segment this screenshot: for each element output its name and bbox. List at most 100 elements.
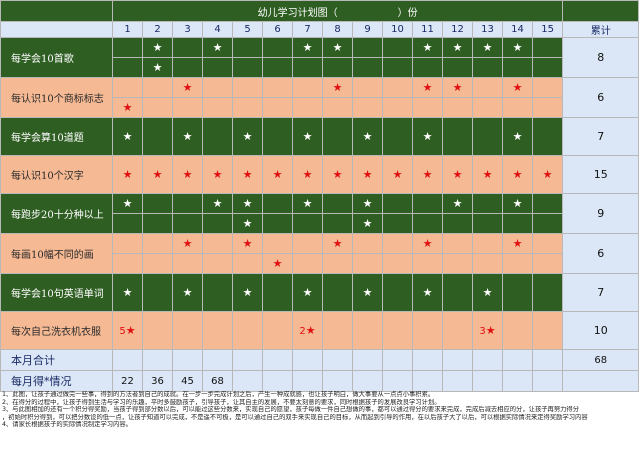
day-cell[interactable] xyxy=(382,273,413,312)
day-cell[interactable]: ★ xyxy=(292,37,323,58)
day-cell[interactable]: ★ xyxy=(352,155,383,194)
day-cell[interactable]: 3★ xyxy=(472,311,503,350)
day-cell[interactable]: ★ xyxy=(502,77,533,98)
day-cell[interactable]: ★ xyxy=(531,155,564,194)
day-cell[interactable]: ★ xyxy=(412,117,443,156)
day-cell[interactable]: ★ xyxy=(442,77,473,98)
day-cell[interactable] xyxy=(142,77,173,98)
day-cell[interactable] xyxy=(322,273,353,312)
day-cell[interactable] xyxy=(382,117,413,156)
day-cell[interactable] xyxy=(531,57,564,78)
day-cell[interactable] xyxy=(352,253,383,274)
day-cell[interactable] xyxy=(142,311,173,350)
day-cell[interactable] xyxy=(262,97,293,118)
day-cell[interactable] xyxy=(382,253,413,274)
day-cell[interactable]: ★ xyxy=(232,155,263,194)
day-cell[interactable] xyxy=(472,213,503,234)
day-cell[interactable] xyxy=(112,213,143,234)
day-cell[interactable]: ★ xyxy=(412,77,443,98)
day-cell[interactable] xyxy=(292,213,323,234)
day-cell[interactable] xyxy=(202,273,233,312)
day-cell[interactable] xyxy=(382,213,413,234)
day-cell[interactable]: ★ xyxy=(502,193,533,214)
day-cell[interactable] xyxy=(142,117,173,156)
day-cell[interactable] xyxy=(112,57,143,78)
day-cell[interactable]: ★ xyxy=(142,57,173,78)
day-cell[interactable] xyxy=(262,193,293,214)
day-cell[interactable]: ★ xyxy=(232,193,263,214)
day-cell[interactable] xyxy=(531,37,564,58)
day-cell[interactable] xyxy=(382,57,413,78)
day-cell[interactable] xyxy=(531,77,564,98)
day-cell[interactable] xyxy=(142,97,173,118)
day-cell[interactable] xyxy=(412,193,443,214)
day-cell[interactable] xyxy=(172,253,203,274)
day-cell[interactable] xyxy=(202,77,233,98)
day-cell[interactable] xyxy=(472,77,503,98)
day-cell[interactable]: ★ xyxy=(202,37,233,58)
day-cell[interactable] xyxy=(531,97,564,118)
day-cell[interactable]: ★ xyxy=(322,233,353,254)
day-cell[interactable] xyxy=(322,117,353,156)
day-cell[interactable] xyxy=(232,311,263,350)
day-cell[interactable] xyxy=(322,97,353,118)
day-cell[interactable] xyxy=(472,193,503,214)
day-cell[interactable]: 5★ xyxy=(112,311,143,350)
day-cell[interactable] xyxy=(172,37,203,58)
day-cell[interactable]: ★ xyxy=(202,193,233,214)
day-cell[interactable] xyxy=(112,233,143,254)
day-cell[interactable] xyxy=(502,97,533,118)
day-cell[interactable] xyxy=(531,233,564,254)
day-cell[interactable] xyxy=(442,233,473,254)
day-cell[interactable] xyxy=(292,253,323,274)
day-cell[interactable]: ★ xyxy=(472,155,503,194)
day-cell[interactable] xyxy=(262,77,293,98)
day-cell[interactable]: ★ xyxy=(232,233,263,254)
day-cell[interactable] xyxy=(531,273,564,312)
day-cell[interactable]: ★ xyxy=(502,233,533,254)
day-cell[interactable] xyxy=(412,311,443,350)
day-cell[interactable] xyxy=(531,311,564,350)
day-cell[interactable] xyxy=(232,97,263,118)
day-cell[interactable]: ★ xyxy=(352,273,383,312)
day-cell[interactable] xyxy=(442,57,473,78)
day-cell[interactable]: ★ xyxy=(232,273,263,312)
day-cell[interactable]: ★ xyxy=(262,155,293,194)
day-cell[interactable]: ★ xyxy=(292,193,323,214)
day-cell[interactable] xyxy=(262,37,293,58)
day-cell[interactable] xyxy=(262,311,293,350)
day-cell[interactable] xyxy=(382,193,413,214)
day-cell[interactable] xyxy=(292,57,323,78)
day-cell[interactable] xyxy=(442,117,473,156)
day-cell[interactable]: ★ xyxy=(232,213,263,234)
day-cell[interactable]: ★ xyxy=(442,155,473,194)
day-cell[interactable] xyxy=(531,117,564,156)
day-cell[interactable]: ★ xyxy=(322,155,353,194)
day-cell[interactable]: ★ xyxy=(172,155,203,194)
day-cell[interactable] xyxy=(172,57,203,78)
day-cell[interactable] xyxy=(382,311,413,350)
day-cell[interactable] xyxy=(322,311,353,350)
day-cell[interactable]: ★ xyxy=(172,77,203,98)
day-cell[interactable]: ★ xyxy=(142,37,173,58)
day-cell[interactable] xyxy=(382,97,413,118)
day-cell[interactable]: ★ xyxy=(172,233,203,254)
day-cell[interactable] xyxy=(232,77,263,98)
day-cell[interactable]: ★ xyxy=(352,213,383,234)
day-cell[interactable] xyxy=(352,311,383,350)
day-cell[interactable] xyxy=(142,273,173,312)
day-cell[interactable] xyxy=(262,233,293,254)
day-cell[interactable] xyxy=(352,97,383,118)
day-cell[interactable] xyxy=(472,253,503,274)
day-cell[interactable] xyxy=(112,37,143,58)
day-cell[interactable]: ★ xyxy=(112,155,143,194)
day-cell[interactable] xyxy=(112,77,143,98)
day-cell[interactable]: ★ xyxy=(352,117,383,156)
day-cell[interactable] xyxy=(232,37,263,58)
day-cell[interactable] xyxy=(142,213,173,234)
day-cell[interactable] xyxy=(202,311,233,350)
day-cell[interactable]: ★ xyxy=(412,37,443,58)
day-cell[interactable] xyxy=(202,253,233,274)
day-cell[interactable]: ★ xyxy=(172,273,203,312)
day-cell[interactable] xyxy=(202,233,233,254)
